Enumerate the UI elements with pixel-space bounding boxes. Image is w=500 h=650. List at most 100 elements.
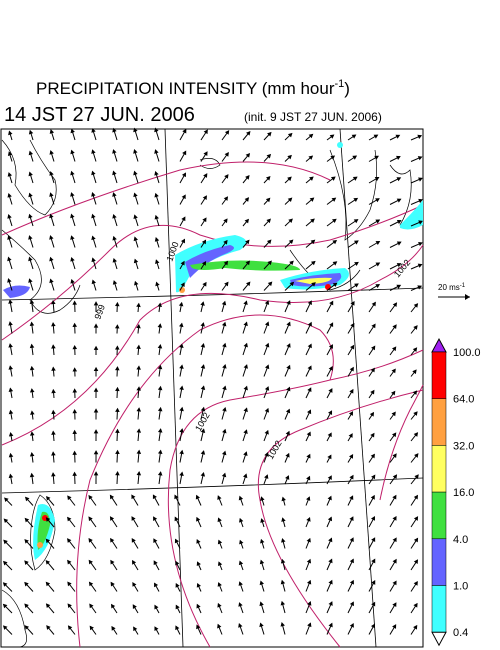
wind-head xyxy=(28,256,33,262)
wind-head xyxy=(224,130,230,135)
wind-head xyxy=(396,284,402,289)
wind-head xyxy=(375,284,381,289)
wind-head xyxy=(29,299,35,305)
wind-head xyxy=(246,281,251,287)
wind-head xyxy=(179,322,184,328)
wind-head xyxy=(67,559,72,565)
wind-head xyxy=(349,537,354,543)
wind-head xyxy=(259,601,264,607)
wind-head xyxy=(306,475,311,481)
wind-head xyxy=(239,517,244,523)
wind-head xyxy=(221,300,227,306)
wind-head xyxy=(265,176,271,181)
wind-head xyxy=(417,156,423,161)
wind-head xyxy=(353,197,359,203)
wind-head xyxy=(328,388,333,393)
colorbar-label: 16.0 xyxy=(453,487,474,499)
wind-head xyxy=(328,601,333,606)
wind-head xyxy=(179,406,184,412)
init-time: (init. 9 JST 27 JUN. 2006) xyxy=(244,110,382,124)
wind-head xyxy=(46,495,51,501)
wind-head xyxy=(3,560,8,566)
rain-cell xyxy=(337,142,343,148)
wind-head xyxy=(49,192,54,197)
wind-head xyxy=(332,282,338,288)
wind-head xyxy=(154,192,159,198)
wind-head xyxy=(371,474,376,480)
wind-head xyxy=(349,622,354,628)
wind-head xyxy=(93,471,99,476)
wind-head xyxy=(307,365,312,371)
wind-head xyxy=(70,256,75,262)
wind-head xyxy=(196,603,201,609)
wind-head xyxy=(349,579,354,585)
wind-head xyxy=(45,603,51,609)
wind-head xyxy=(91,128,96,133)
wind-head xyxy=(287,154,292,160)
longitude-line xyxy=(164,128,184,648)
wind-head xyxy=(45,538,51,544)
wind-head xyxy=(7,151,13,156)
precipitation xyxy=(3,142,423,560)
wind-head xyxy=(180,238,185,244)
wind-head xyxy=(375,219,381,224)
wind-head xyxy=(396,155,401,161)
wind-head xyxy=(308,155,314,160)
wind-head xyxy=(238,495,244,501)
wind-head xyxy=(328,622,333,628)
wind-head xyxy=(88,581,94,587)
wind-head xyxy=(349,558,354,564)
wind-head xyxy=(243,473,248,479)
wind-head xyxy=(178,301,184,307)
title-end: ) xyxy=(344,79,350,98)
wind-head xyxy=(306,558,312,564)
wind-head xyxy=(131,516,136,521)
wind-head xyxy=(133,127,138,133)
wind-head xyxy=(306,516,311,522)
wind-head xyxy=(392,324,397,330)
wind-head xyxy=(154,604,159,610)
wind-head xyxy=(7,193,12,198)
wind-head xyxy=(110,559,115,565)
wind-head xyxy=(281,496,286,502)
wind-head xyxy=(223,239,228,245)
wind-head xyxy=(110,537,115,543)
wind-head xyxy=(24,581,29,587)
wind-head xyxy=(201,239,207,245)
wind-head xyxy=(352,176,358,181)
wind-head xyxy=(67,516,72,522)
wind-head xyxy=(2,603,8,609)
wind-head xyxy=(353,219,359,224)
wind-head xyxy=(110,603,116,609)
wind-head xyxy=(8,409,14,415)
wind-head xyxy=(306,431,311,437)
rain-cell xyxy=(179,287,185,293)
wind-head xyxy=(327,475,332,480)
wind-head xyxy=(391,411,396,417)
wind-head xyxy=(307,622,312,628)
wind-head xyxy=(245,239,250,245)
wind-head xyxy=(200,472,206,477)
colorbar-under xyxy=(431,631,447,647)
wind-head xyxy=(24,539,29,544)
isobar xyxy=(76,314,334,648)
wind-head xyxy=(371,580,376,585)
wind-head xyxy=(196,582,201,588)
wind-head xyxy=(264,474,269,479)
wind-head xyxy=(307,321,312,327)
wind-head xyxy=(414,453,419,458)
wind-head xyxy=(224,152,229,157)
wind-head xyxy=(217,539,223,545)
wind-head xyxy=(201,261,207,266)
wind-head xyxy=(8,452,14,458)
wind-head xyxy=(134,280,139,286)
wind-head xyxy=(395,134,401,139)
wind-head xyxy=(327,454,332,460)
isobar-label: 999 xyxy=(92,303,107,321)
wind-head xyxy=(72,471,77,476)
wind-head xyxy=(396,263,402,268)
wind-head xyxy=(332,261,338,266)
wind-head xyxy=(157,385,163,391)
coastline xyxy=(1,229,81,314)
wind-head xyxy=(181,216,186,222)
